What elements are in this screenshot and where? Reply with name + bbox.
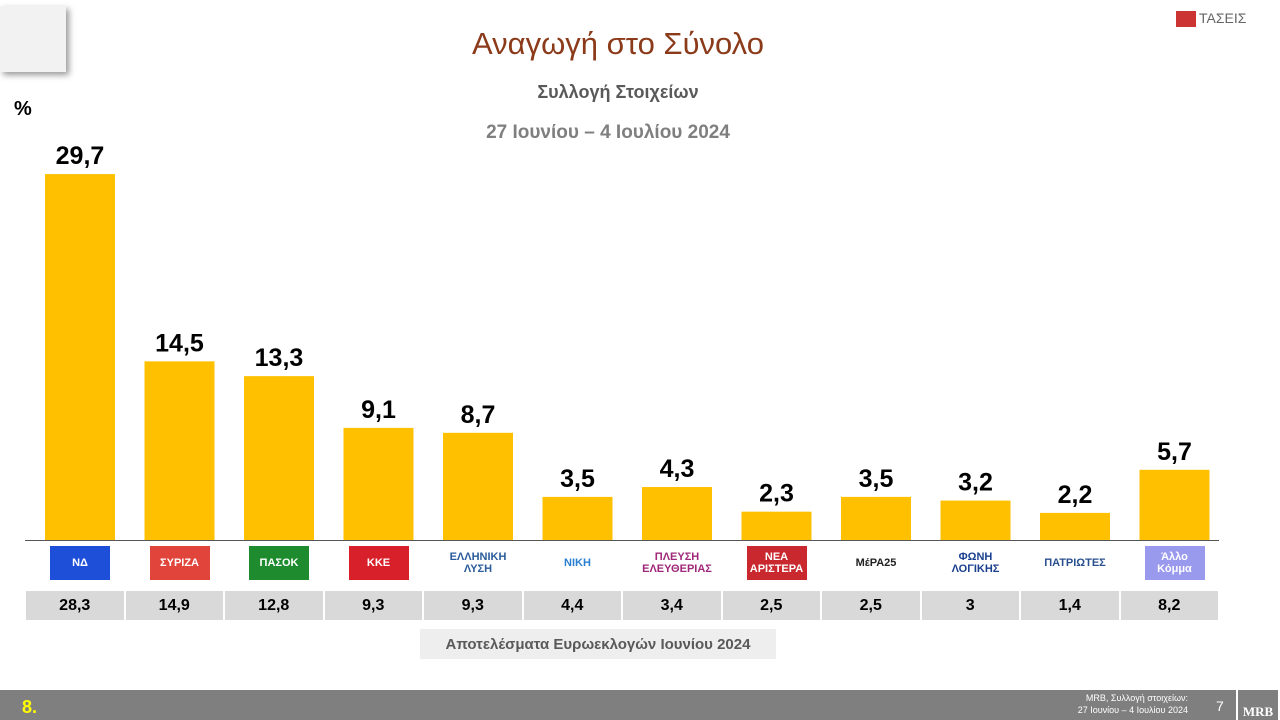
bar bbox=[443, 432, 513, 540]
mrb-logo: MRB bbox=[1238, 690, 1278, 720]
bar bbox=[940, 500, 1011, 540]
bar bbox=[1139, 469, 1210, 540]
reference-value: 1,4 bbox=[1021, 591, 1119, 620]
data-label: 13,3 bbox=[255, 344, 304, 372]
reference-value: 4,4 bbox=[523, 591, 621, 620]
party-logo: ΣΥΡΙΖΑ bbox=[149, 546, 210, 580]
party-logo: ΦΩΝΗ ΛΟΓΙΚΗΣ bbox=[945, 546, 1006, 580]
source-line: 27 Ιουνίου – 4 Ιουλίου 2024 bbox=[1077, 705, 1188, 715]
x-axis bbox=[25, 540, 1219, 541]
reference-value: 9,3 bbox=[324, 591, 422, 620]
data-label: 5,7 bbox=[1157, 438, 1192, 466]
taseis-logo: ΤΑΣΕΙΣ bbox=[1176, 10, 1247, 28]
party-logo: ΠΑΤΡΙΩΤΕΣ bbox=[1044, 546, 1106, 580]
reference-value: 2,5 bbox=[722, 591, 820, 620]
bar bbox=[542, 496, 613, 540]
brand-text: ΤΑΣΕΙΣ bbox=[1199, 10, 1247, 26]
period: 27 Ιουνίου – 4 Ιουλίου 2024 bbox=[486, 122, 730, 143]
reference-value: 14,9 bbox=[125, 591, 223, 620]
reference-value: 3 bbox=[921, 591, 1019, 620]
unit-label: % bbox=[14, 98, 32, 120]
reference-title: Αποτελέσματα Ευρωεκλογών Ιουνίου 2024 bbox=[420, 629, 776, 659]
footer-bar bbox=[0, 690, 1236, 720]
reference-value: 9,3 bbox=[424, 591, 522, 620]
reference-value: 28,3 bbox=[26, 591, 124, 620]
bar bbox=[642, 487, 712, 540]
party-logo: ΚΚΕ bbox=[348, 546, 409, 580]
reference-value: 3,4 bbox=[623, 591, 721, 620]
greece-map-icon bbox=[0, 6, 66, 72]
data-label: 14,5 bbox=[155, 329, 204, 357]
data-label: 2,3 bbox=[759, 480, 794, 508]
data-label: 29,7 bbox=[56, 142, 105, 170]
bar bbox=[144, 361, 215, 540]
reference-value: 8,2 bbox=[1120, 591, 1218, 620]
bar bbox=[343, 427, 414, 540]
party-logo: ΠΑΣΟΚ bbox=[249, 546, 309, 580]
reference-value: 12,8 bbox=[225, 591, 323, 620]
source-line: MRB, Συλλογή στοιχείων: bbox=[1085, 693, 1188, 703]
party-logo: ΝΙΚΗ bbox=[547, 546, 608, 580]
party-logo: ΠΛΕΥΣΗ ΕΛΕΥΘΕΡΙΑΣ bbox=[642, 546, 712, 580]
source-note: MRB, Συλλογή στοιχείων: 27 Ιουνίου – 4 Ιο… bbox=[1078, 692, 1188, 716]
party-logo: ΝΔ bbox=[50, 546, 110, 580]
data-label: 3,5 bbox=[560, 465, 595, 493]
party-logo: ΜέΡΑ25 bbox=[846, 546, 906, 580]
subtitle: Συλλογή Στοιχείων bbox=[537, 82, 699, 102]
party-logo: ΝΕΑ ΑΡΙΣΤΕΡΑ bbox=[746, 546, 807, 580]
party-logo: Άλλο Κόμμα bbox=[1144, 546, 1205, 580]
reference-value: 2,5 bbox=[822, 591, 920, 620]
data-label: 4,3 bbox=[660, 455, 695, 483]
bar bbox=[841, 496, 911, 540]
page-number: 7 bbox=[1216, 698, 1224, 714]
page-title: Αναγωγή στο Σύνολο bbox=[472, 26, 764, 61]
bar bbox=[741, 511, 812, 540]
bar bbox=[45, 174, 115, 540]
bar bbox=[244, 376, 314, 540]
data-label: 2,2 bbox=[1058, 481, 1093, 509]
data-label: 8,7 bbox=[461, 401, 496, 429]
data-label: 3,5 bbox=[859, 465, 894, 493]
slide-number: 8. bbox=[22, 697, 38, 717]
party-logo: ΕΛΛΗΝΙΚΗ ΛΥΣΗ bbox=[448, 546, 508, 580]
bar bbox=[1040, 512, 1110, 540]
data-label: 3,2 bbox=[958, 469, 993, 497]
data-label: 9,1 bbox=[361, 396, 396, 424]
